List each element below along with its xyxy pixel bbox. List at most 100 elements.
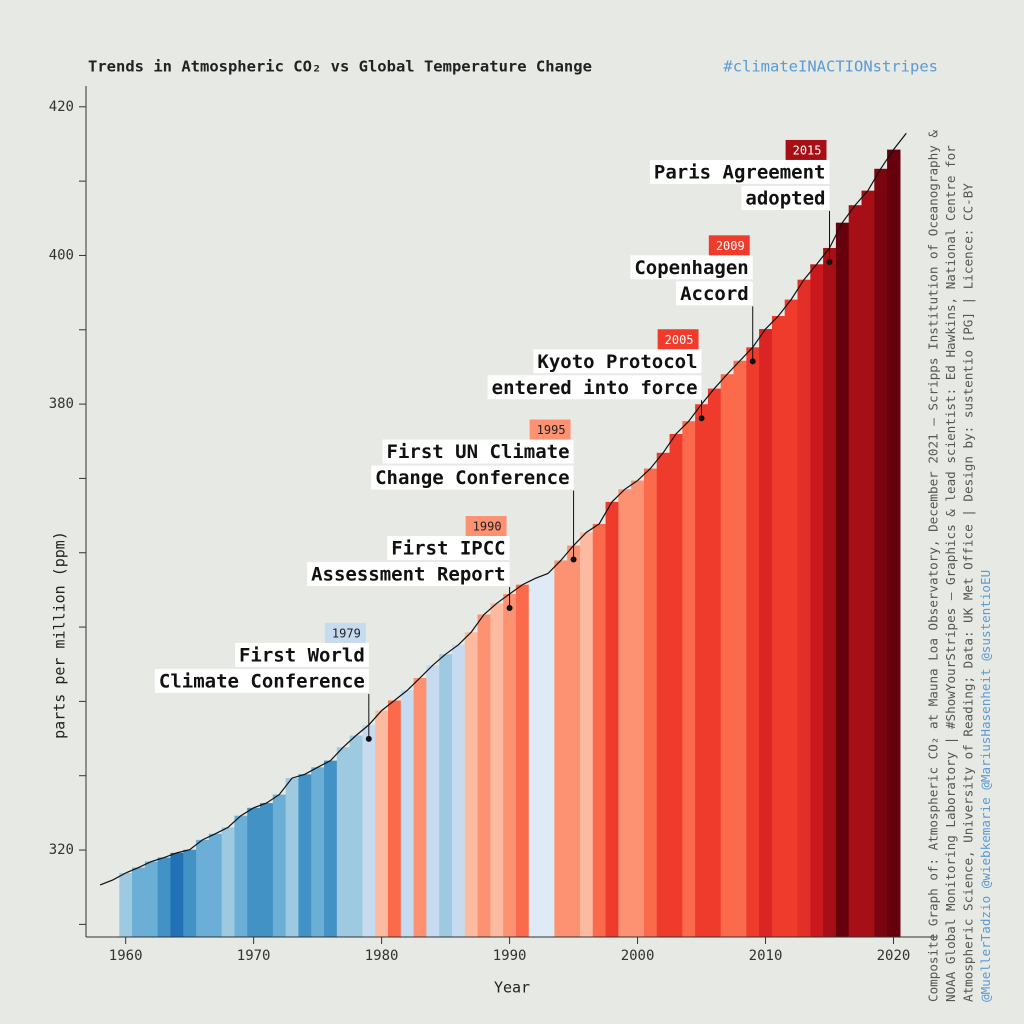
year-badge-text: 2005: [665, 333, 694, 347]
label-box: [387, 535, 510, 560]
stripe: [797, 279, 811, 937]
stripe: [605, 501, 619, 937]
stripe: [848, 205, 863, 937]
stripe: [733, 360, 747, 937]
stripe: [720, 374, 735, 937]
stripe: [157, 857, 172, 937]
stripe: [170, 852, 184, 937]
stripe: [144, 861, 159, 937]
x-tick-label: 1980: [365, 948, 399, 964]
stripe: [388, 700, 402, 937]
co2-line: [99, 132, 907, 886]
stripe: [208, 833, 223, 937]
year-badge: [708, 235, 750, 256]
annotation-text: Assessment Report: [311, 563, 505, 585]
label-box: [487, 375, 702, 400]
annotation-text: Change Conference: [375, 467, 569, 489]
stripe: [618, 489, 632, 937]
stripe: [669, 433, 683, 937]
stripe: [861, 190, 875, 938]
x-tick-label: 1970: [237, 948, 271, 964]
stripe: [400, 690, 415, 937]
annotation-text: Copenhagen: [634, 257, 748, 279]
stripe: [592, 523, 607, 937]
year-badge-text: 2009: [716, 239, 745, 253]
stripe: [311, 767, 325, 937]
stripe: [196, 839, 210, 937]
pointer-dot: [570, 556, 577, 563]
annotation-text: First UN Climate: [387, 441, 570, 463]
stripe: [464, 632, 479, 937]
x-tick-label: 2020: [877, 948, 911, 964]
x-axis-label: Year: [494, 979, 530, 997]
stripe: [221, 827, 236, 937]
stripe: [579, 532, 594, 937]
stripe: [835, 222, 850, 937]
stripe: [874, 168, 888, 937]
hashtag: #climateINACTIONstripes: [723, 58, 938, 76]
stripe: [349, 735, 364, 937]
stripe: [183, 849, 197, 937]
stripe: [541, 573, 555, 937]
annotation-text: Climate Conference: [159, 670, 365, 692]
pointer-dot: [506, 604, 513, 611]
label-box: [649, 159, 830, 184]
year-badge: [529, 419, 571, 440]
year-badge: [657, 329, 699, 350]
annotation-text: First IPCC: [391, 537, 505, 559]
annotation: First UN Climate Change Conference 1995: [371, 419, 577, 563]
stripe: [132, 867, 146, 937]
stripe: [247, 807, 261, 937]
stripe: [503, 593, 517, 937]
stripe: [656, 452, 671, 937]
label-box: [371, 465, 574, 490]
label-box: [154, 668, 369, 693]
year-badge-text: 1990: [473, 519, 502, 533]
label-box: [234, 642, 369, 667]
stripe: [375, 710, 389, 937]
label-box: [382, 439, 574, 464]
x-tick-label: 1990: [493, 948, 527, 964]
stripe: [554, 560, 568, 937]
stripe: [362, 724, 376, 937]
y-axis-label: parts per million (ppm): [51, 531, 69, 739]
pointer-dot: [698, 415, 705, 422]
y-tick-label: 380: [49, 396, 74, 412]
x-tick-label: 2000: [621, 948, 655, 964]
stripe: [695, 404, 709, 937]
stripe: [771, 316, 786, 937]
year-badge-text: 1979: [332, 626, 361, 640]
annotation: First World Climate Conference 1979: [154, 622, 372, 742]
stripe: [643, 468, 658, 937]
stripe: [810, 264, 824, 937]
stripe: [477, 614, 491, 937]
stripe: [439, 654, 453, 937]
credit-line: Atmospheric Science, University of Readi…: [961, 183, 976, 1002]
stripe: [682, 421, 696, 937]
chart-title: Trends in Atmospheric CO₂ vs Global Temp…: [88, 58, 592, 76]
label-box: [676, 281, 753, 306]
stripe: [451, 644, 466, 937]
stripe: [784, 299, 799, 937]
stripe: [336, 747, 351, 937]
annotation-text: adopted: [745, 187, 825, 209]
y-tick-label: 400: [49, 247, 74, 263]
annotation-text: Paris Agreement: [654, 161, 826, 183]
label-box: [533, 349, 702, 374]
annotation-text: Accord: [680, 283, 749, 305]
stripe: [285, 778, 300, 937]
stripe: [759, 329, 773, 937]
y-tick-label: 320: [49, 842, 74, 858]
stripe: [298, 774, 312, 937]
year-badge: [785, 139, 827, 160]
stripe: [707, 388, 722, 937]
pointer-dot: [826, 258, 833, 265]
stripe: [426, 665, 440, 937]
label-box: [307, 561, 510, 586]
stripe: [567, 545, 581, 937]
stripe: [260, 803, 274, 937]
stripe: [119, 873, 133, 937]
annotation: First IPCC Assessment Report 1990: [307, 515, 513, 611]
